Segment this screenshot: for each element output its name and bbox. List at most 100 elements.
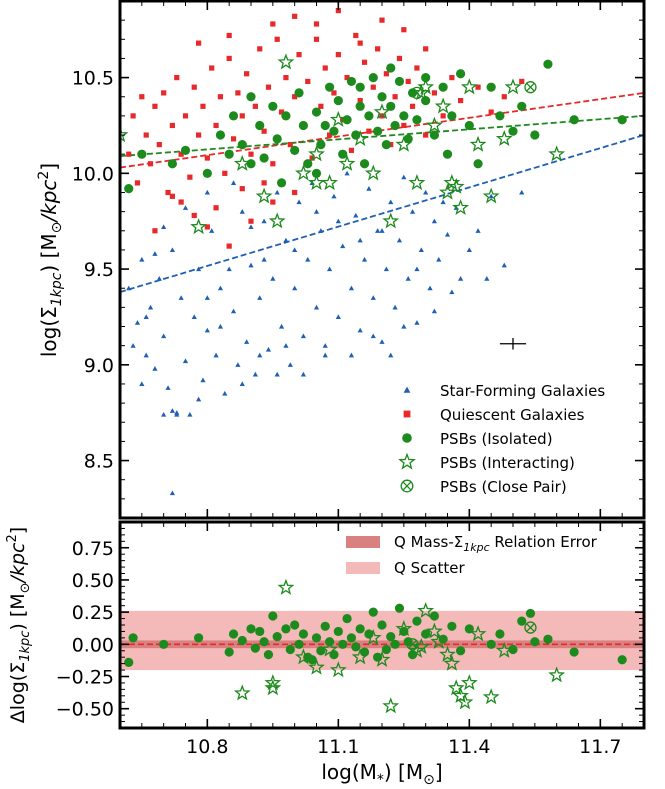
data-point — [348, 352, 355, 358]
data-point — [261, 256, 267, 262]
data-point — [224, 149, 234, 159]
data-point — [383, 266, 389, 272]
data-point — [386, 101, 396, 111]
data-point — [452, 198, 470, 215]
legend-marker — [403, 410, 411, 418]
top-frame — [118, 0, 646, 520]
data-point — [209, 65, 215, 71]
data-point — [143, 132, 149, 138]
data-point — [396, 55, 403, 62]
top-legend: Star-Forming Galaxies Quiescent Galaxies P… — [398, 382, 605, 496]
x-tick-label: 11.1 — [317, 736, 359, 758]
data-point — [321, 640, 339, 657]
data-point — [230, 308, 237, 314]
data-point — [370, 84, 376, 90]
data-point — [174, 412, 180, 417]
data-point — [548, 666, 566, 683]
data-point — [382, 212, 400, 229]
data-point — [196, 40, 202, 46]
series-triangle — [126, 170, 525, 496]
data-point — [237, 140, 247, 150]
data-point — [335, 218, 341, 224]
legend-marker — [403, 386, 411, 393]
data-point — [423, 46, 429, 52]
data-point — [364, 111, 374, 121]
data-point — [392, 304, 398, 310]
y-tick-label: 8.5 — [84, 451, 114, 473]
data-point — [410, 86, 424, 100]
y-tick-label: 10.0 — [72, 163, 114, 185]
data-point — [439, 645, 456, 662]
data-point — [407, 650, 418, 660]
top-y-ticks: 8.5 9.0 9.5 10.0 10.5 — [72, 0, 644, 519]
data-point — [277, 578, 295, 595]
data-point — [344, 74, 350, 81]
data-point — [458, 276, 464, 281]
data-point — [401, 323, 407, 329]
data-point — [230, 180, 237, 185]
data-point — [333, 626, 343, 637]
data-point — [213, 352, 219, 358]
data-point — [519, 189, 525, 195]
data-point — [405, 276, 411, 281]
data-point — [303, 159, 313, 169]
x-tick-label: 10.8 — [186, 736, 228, 758]
data-point — [298, 629, 308, 639]
data-point — [178, 295, 184, 300]
data-point — [357, 97, 363, 104]
data-point — [259, 153, 269, 163]
data-point — [283, 237, 289, 243]
bottom-panel: −0.50−0.250.000.250.500.75 10.8 11.1 11.4 1… — [5, 520, 646, 788]
data-point — [187, 174, 193, 180]
data-point — [409, 209, 416, 214]
data-point — [161, 333, 167, 339]
data-point — [139, 256, 145, 262]
data-point — [139, 94, 145, 100]
data-point — [431, 308, 437, 314]
data-point — [204, 189, 210, 195]
data-point — [525, 608, 536, 619]
y-tick-label: 9.5 — [84, 259, 114, 281]
data-point — [524, 81, 537, 94]
data-point — [359, 159, 370, 169]
data-point — [351, 642, 361, 652]
data-point — [375, 46, 381, 52]
data-point — [434, 97, 452, 114]
data-point — [412, 638, 430, 655]
data-point — [147, 161, 154, 167]
x-tick-label: 11.4 — [448, 736, 490, 758]
data-point — [429, 611, 439, 621]
data-point — [278, 323, 285, 329]
data-point — [264, 679, 282, 696]
data-point — [222, 170, 228, 176]
y-tick-label: 10.5 — [72, 68, 114, 90]
data-point — [191, 84, 197, 90]
data-point — [475, 84, 481, 90]
data-point — [268, 611, 278, 621]
data-point — [431, 218, 437, 224]
data-point — [204, 155, 210, 161]
data-point — [276, 178, 287, 188]
data-point — [292, 13, 298, 19]
data-point — [394, 603, 405, 613]
data-point — [259, 637, 269, 647]
data-point — [447, 621, 457, 631]
data-point — [364, 164, 382, 181]
data-point — [316, 140, 326, 150]
data-point — [430, 632, 448, 649]
data-point — [373, 650, 391, 667]
series-x-circle — [410, 81, 537, 100]
data-point — [152, 251, 158, 256]
data-point — [414, 320, 420, 325]
data-point — [200, 377, 206, 383]
data-point — [322, 65, 328, 71]
data-point — [392, 94, 398, 100]
data-point — [226, 32, 232, 39]
data-point — [447, 177, 465, 194]
data-point — [226, 55, 232, 62]
data-point — [213, 122, 219, 129]
data-point — [169, 193, 175, 199]
series-star — [233, 578, 566, 714]
data-point — [200, 103, 206, 109]
data-point — [209, 228, 215, 233]
